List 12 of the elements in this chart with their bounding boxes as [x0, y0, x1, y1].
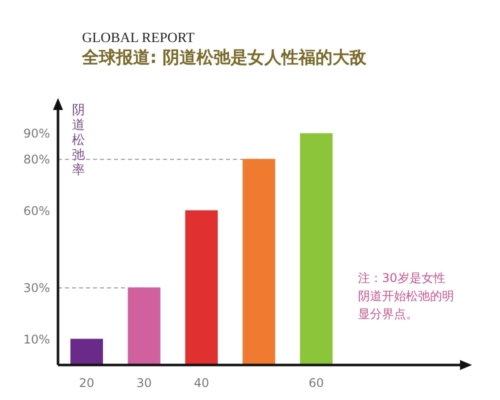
- y-tick-label: 90%: [23, 126, 50, 141]
- x-tick-label: 40: [194, 376, 210, 390]
- y-tick-label: 10%: [23, 332, 50, 346]
- x-tick-label: 60: [308, 376, 324, 390]
- chart-subtitle: GLOBAL REPORT: [82, 31, 196, 46]
- chart-title: 全球报道: 阴道松弛是女人性福的大敌: [81, 48, 368, 68]
- x-tick-label: 20: [79, 376, 94, 390]
- y-tick-label: 30%: [23, 280, 50, 295]
- x-tick-label: 30: [136, 376, 152, 390]
- y-tick-label: 80%: [23, 152, 50, 166]
- y-tick-label: 60%: [23, 204, 50, 218]
- text: 注：30岁是女性阴道开始松弛的明显分界点。: [358, 271, 454, 321]
